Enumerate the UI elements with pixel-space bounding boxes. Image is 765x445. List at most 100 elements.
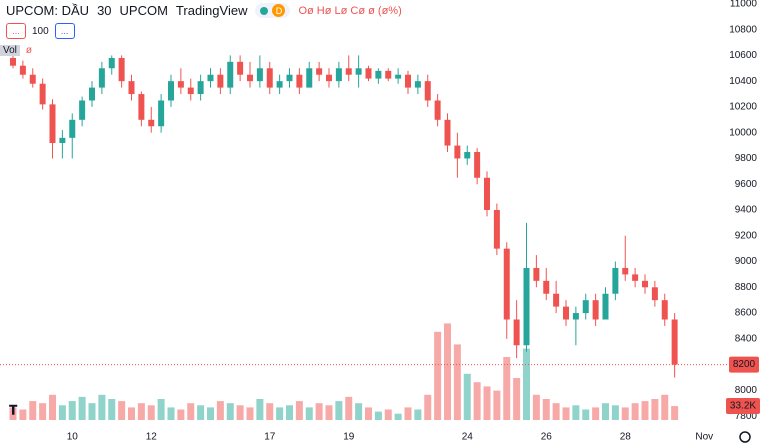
- candle-body: [207, 74, 214, 82]
- volume-bar: [39, 403, 47, 420]
- volume-title: Vol: [0, 45, 20, 56]
- volume-bar: [108, 399, 116, 420]
- last-price-badge: [729, 356, 759, 373]
- volume-bar: [453, 344, 461, 420]
- volume-bar: [256, 399, 264, 420]
- candle-body: [513, 319, 520, 346]
- volume-bar: [236, 405, 244, 420]
- candle-body: [10, 57, 16, 66]
- candle-body: [39, 83, 46, 105]
- button[interactable]: ...: [6, 23, 26, 39]
- candle-body: [434, 100, 441, 120]
- candle-body: [651, 287, 658, 301]
- candle-body: [661, 300, 668, 320]
- candle-body: [168, 81, 174, 101]
- volume-bar: [592, 407, 600, 420]
- volume-bar: [286, 405, 293, 420]
- volume-bar: [246, 407, 254, 420]
- candle-body: [335, 68, 342, 82]
- candle-body: [671, 319, 678, 365]
- candle-body: [276, 81, 283, 88]
- candle-body: [237, 61, 244, 75]
- candle-body: [355, 68, 362, 75]
- candle-body: [642, 280, 648, 288]
- volume-bar: [394, 413, 402, 420]
- candle-body: [79, 100, 86, 120]
- candle-body: [326, 74, 332, 82]
- exchange: UPCOM: [119, 3, 168, 18]
- value: 100: [32, 25, 49, 37]
- volume-bar: [434, 331, 442, 420]
- candle-body: [158, 100, 165, 127]
- x-tick-label: Nov: [695, 432, 713, 443]
- volume-bar: [276, 407, 284, 420]
- candle-body: [395, 74, 402, 79]
- volume-bar: [562, 407, 570, 420]
- candle-body: [286, 74, 293, 82]
- volume-bar: [147, 405, 155, 420]
- volume-bar: [355, 403, 363, 420]
- candle-body: [474, 152, 481, 178]
- volume-bar: [384, 409, 392, 420]
- candle-body: [592, 300, 599, 320]
- volume-bar: [611, 405, 619, 420]
- volume-bar: [167, 407, 175, 420]
- volume-bar: [424, 394, 432, 420]
- candle-body: [69, 119, 76, 138]
- last-volume-label: 33.2K: [730, 401, 756, 412]
- y-tick-label: 8600: [735, 308, 758, 319]
- status-pill[interactable]: D: [255, 3, 291, 18]
- volume-bar: [493, 390, 501, 420]
- volume-bar: [651, 399, 659, 420]
- candle-body: [138, 94, 145, 120]
- volume-bar: [523, 348, 530, 420]
- candle-body: [454, 145, 461, 159]
- settings-icon[interactable]: [739, 431, 751, 443]
- y-tick-label: 10200: [729, 102, 757, 113]
- candle-body: [29, 74, 36, 84]
- volume-bar: [572, 405, 580, 420]
- candle-body: [602, 293, 609, 320]
- y-tick-label: 10800: [729, 24, 757, 35]
- candle-body: [632, 274, 639, 281]
- candle-body: [227, 61, 234, 88]
- volume-bar: [532, 394, 540, 420]
- candle-body: [484, 177, 490, 210]
- symbol: UPCOM: DẦU: [6, 3, 90, 18]
- y-tick-label: 8800: [735, 282, 758, 293]
- candle-body: [177, 81, 184, 88]
- candle-body: [612, 267, 619, 294]
- y-tick-label: 10000: [729, 127, 757, 138]
- volume-bar: [305, 407, 313, 420]
- button[interactable]: ...: [54, 23, 75, 39]
- volume-bar: [266, 403, 274, 420]
- candle-body: [533, 267, 540, 281]
- volume-bar: [335, 401, 343, 420]
- market-dot: [260, 6, 269, 15]
- volume-bar: [157, 399, 165, 420]
- candle-body: [148, 119, 155, 127]
- volume-bar: [58, 405, 66, 420]
- volume-bar: [463, 373, 471, 420]
- volume-bar: [473, 382, 481, 420]
- interval: 30: [97, 3, 112, 18]
- candle-body: [365, 68, 372, 79]
- candle-body: [266, 68, 273, 88]
- y-tick-label: 8000: [735, 385, 758, 396]
- x-tick-label: 19: [343, 432, 355, 443]
- candle-body: [543, 280, 550, 294]
- candle-body: [128, 81, 135, 95]
- volume-bar: [197, 405, 205, 420]
- candle-body: [19, 65, 26, 75]
- candle-body: [405, 74, 411, 88]
- candle-body: [385, 70, 392, 79]
- candle-body: [108, 57, 115, 69]
- volume-bar: [177, 409, 185, 420]
- volume-bar: [631, 403, 639, 420]
- volume-bar: [98, 394, 106, 420]
- candle-body: [217, 74, 224, 88]
- candle-body: [464, 152, 471, 159]
- candle-body: [503, 248, 510, 320]
- volume-bar: [295, 401, 303, 420]
- ohlc-values: Oø Hø Lø Cø ø (ø%): [298, 4, 402, 17]
